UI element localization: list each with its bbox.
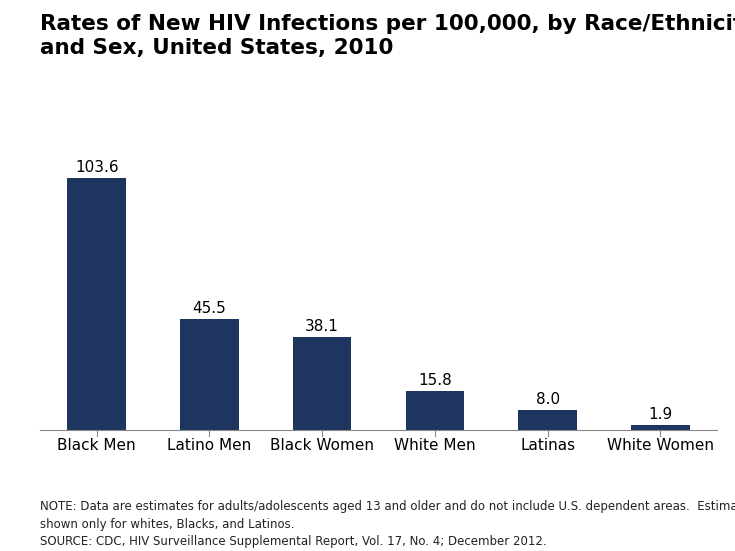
- Bar: [68, 178, 126, 430]
- Text: 8.0: 8.0: [536, 392, 559, 407]
- Bar: [518, 410, 577, 430]
- Bar: [180, 319, 239, 430]
- Text: 45.5: 45.5: [193, 301, 226, 316]
- Text: NOTE: Data are estimates for adults/adolescents aged 13 and older and do not inc: NOTE: Data are estimates for adults/adol…: [40, 500, 735, 548]
- Text: 38.1: 38.1: [305, 318, 339, 333]
- Text: Family: Family: [636, 517, 691, 533]
- Text: 15.8: 15.8: [418, 373, 452, 388]
- Bar: [293, 337, 351, 430]
- Bar: [631, 425, 689, 430]
- Text: THE HENRY J.: THE HENRY J.: [639, 484, 687, 490]
- Text: 1.9: 1.9: [648, 407, 673, 422]
- Text: Rates of New HIV Infections per 100,000, by Race/Ethnicity
and Sex, United State: Rates of New HIV Infections per 100,000,…: [40, 14, 735, 58]
- Text: Foundation: Foundation: [632, 534, 695, 545]
- Text: Kaiser: Kaiser: [637, 500, 690, 515]
- Bar: [406, 391, 465, 430]
- Text: 103.6: 103.6: [75, 160, 118, 175]
